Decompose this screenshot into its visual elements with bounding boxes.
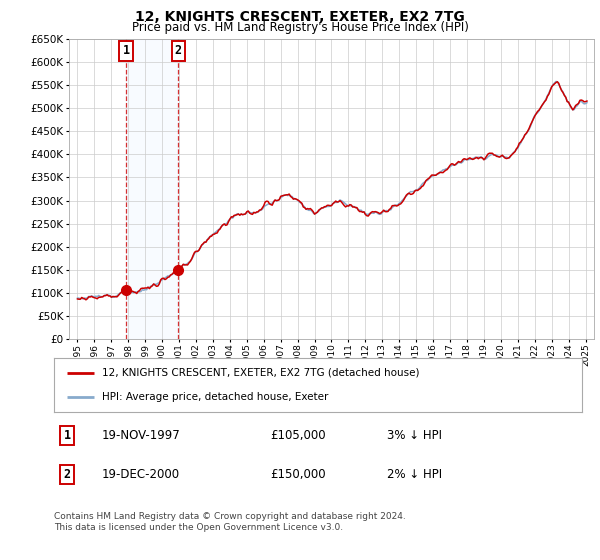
Text: 2% ↓ HPI: 2% ↓ HPI: [386, 468, 442, 481]
Text: £150,000: £150,000: [271, 468, 326, 481]
Text: 3% ↓ HPI: 3% ↓ HPI: [386, 429, 442, 442]
Text: HPI: Average price, detached house, Exeter: HPI: Average price, detached house, Exet…: [101, 392, 328, 402]
Text: 19-NOV-1997: 19-NOV-1997: [101, 429, 180, 442]
Text: Contains HM Land Registry data © Crown copyright and database right 2024.
This d: Contains HM Land Registry data © Crown c…: [54, 512, 406, 532]
Text: Price paid vs. HM Land Registry's House Price Index (HPI): Price paid vs. HM Land Registry's House …: [131, 21, 469, 34]
Text: 1: 1: [64, 429, 71, 442]
Text: 1: 1: [122, 44, 130, 57]
Text: 2: 2: [175, 44, 182, 57]
Text: 12, KNIGHTS CRESCENT, EXETER, EX2 7TG: 12, KNIGHTS CRESCENT, EXETER, EX2 7TG: [135, 10, 465, 24]
Text: £105,000: £105,000: [271, 429, 326, 442]
Text: 2: 2: [64, 468, 71, 481]
Bar: [126, 39, 178, 339]
Text: 19-DEC-2000: 19-DEC-2000: [101, 468, 179, 481]
Text: 12, KNIGHTS CRESCENT, EXETER, EX2 7TG (detached house): 12, KNIGHTS CRESCENT, EXETER, EX2 7TG (d…: [101, 368, 419, 378]
